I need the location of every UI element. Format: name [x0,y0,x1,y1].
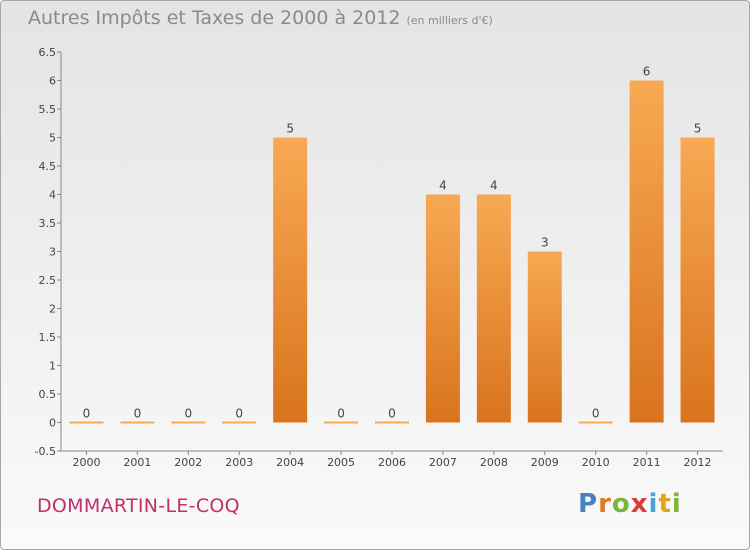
x-tick-label-2004: 2004 [276,456,304,469]
value-label-2006: 0 [388,407,396,421]
bar-2005 [324,421,359,424]
y-tick-label: 0 [49,417,56,430]
bar-2012 [680,137,715,423]
chart-subtitle: (en milliers d'€) [406,14,493,27]
logo-letter: P [578,489,599,519]
y-tick-label: 4 [49,189,56,202]
y-tick-label: 5.5 [39,103,57,116]
logo-letter: i [648,489,659,519]
value-label-2005: 0 [337,407,345,421]
y-axis-ticks: -0.5 0 0.5 1 1.5 2 2.5 3 3.5 4 4.5 5 5.5 6 6.5 [35,46,61,458]
x-tick-label-2012: 2012 [684,456,712,469]
bar-2004 [273,137,308,423]
y-tick-label: 1.5 [39,331,57,344]
x-tick-label-2010: 2010 [582,456,610,469]
value-label-2009: 3 [541,236,549,250]
y-tick-label: 2 [49,303,56,316]
logo-letter: i [671,489,682,519]
x-tick-label-2000: 2000 [72,456,100,469]
x-tick-label-2003: 2003 [225,456,253,469]
value-label-2003: 0 [235,407,243,421]
y-tick-label: 3 [49,246,56,259]
bars [69,80,715,424]
title-block: Autres Impôts et Taxes de 2000 à 2012 (en… [28,7,493,29]
value-label-2001: 0 [134,407,142,421]
value-label-2000: 0 [83,407,91,421]
value-label-2007: 4 [439,179,447,193]
axes [60,52,723,452]
y-tick-label: 5 [49,132,56,145]
x-tick-label-2005: 2005 [327,456,355,469]
y-tick-label: 1 [49,360,56,373]
value-label-2010: 0 [592,407,600,421]
logo-letter: x [630,489,649,519]
x-tick-label-2011: 2011 [633,456,661,469]
logo-letter: r [598,489,612,519]
bar-2003 [222,421,257,424]
value-label-2008: 4 [490,179,498,193]
x-tick-label-2002: 2002 [174,456,202,469]
bar-2002 [171,421,206,424]
value-label-2002: 0 [184,407,192,421]
x-tick-label-2001: 2001 [123,456,151,469]
proxiti-logo[interactable]: Proxiti [578,489,682,519]
logo-letter: t [658,489,672,519]
bar-2009 [527,251,562,423]
y-tick-label: 6 [49,75,56,88]
bar-2011 [629,80,664,423]
bar-2000 [69,421,104,424]
y-tick-label: 4.5 [39,160,57,173]
bar-2008 [476,194,511,423]
bar-2006 [375,421,409,424]
y-tick-label: 2.5 [39,274,57,287]
bar-2001 [120,421,155,424]
logo-letter: o [611,489,631,519]
bar-2010 [578,421,613,424]
chart-title: Autres Impôts et Taxes de 2000 à 2012 [28,7,401,29]
x-axis-ticks: 2000 2001 2002 2003 2004 2005 2006 2007 2008 2009… [72,451,712,469]
y-tick-label: 0.5 [39,388,57,401]
commune-name: DOMMARTIN-LE-COQ [37,495,240,517]
x-tick-label-2007: 2007 [429,456,457,469]
x-tick-label-2008: 2008 [480,456,508,469]
value-labels: 0 0 0 0 5 0 0 4 4 3 0 6 5 [83,65,702,421]
bar-2007 [425,194,460,423]
y-tick-label: -0.5 [35,445,56,458]
y-tick-label: 6.5 [39,46,57,59]
x-tick-label-2009: 2009 [531,456,559,469]
value-label-2011: 6 [643,65,651,79]
value-label-2012: 5 [694,122,702,136]
x-tick-label-2006: 2006 [378,456,406,469]
value-label-2004: 5 [286,122,294,136]
y-tick-label: 3.5 [39,217,57,230]
